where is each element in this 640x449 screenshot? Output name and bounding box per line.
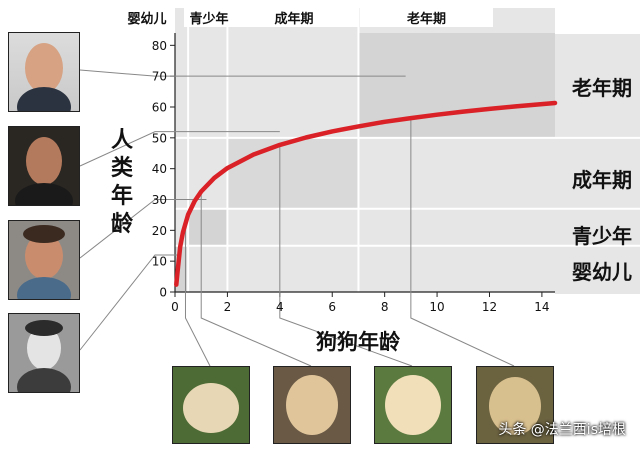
human-leader-line — [79, 254, 178, 351]
human-photo-teen — [8, 220, 80, 300]
dog-photo-young — [273, 366, 351, 444]
right-stage-label: 婴幼儿 — [572, 260, 632, 284]
y-tick-label: 0 — [159, 286, 167, 300]
dog-leader-line — [184, 223, 211, 367]
dog-leader-line — [279, 144, 413, 367]
stage-band — [227, 137, 359, 209]
x-tick-label: 12 — [482, 300, 497, 314]
human-leader-line — [79, 199, 207, 259]
top-stage-label: 成年期 — [274, 11, 313, 27]
top-stage-label: 婴幼儿 — [127, 11, 166, 27]
dog-photo-adult — [374, 366, 452, 444]
dog-leader-line — [410, 118, 515, 367]
human-photo-child — [8, 313, 80, 393]
x-axis-label: 狗狗年龄 — [316, 330, 401, 354]
x-tick-label: 10 — [429, 300, 444, 314]
x-tick-label: 2 — [224, 300, 232, 314]
y-tick-label: 60 — [152, 101, 167, 115]
dog-photo-senior — [476, 366, 554, 444]
y-tick-label: 40 — [152, 162, 167, 176]
y-axis-label-char: 年 — [111, 183, 133, 209]
right-label-panel — [555, 34, 640, 294]
human-leader-line — [79, 69, 406, 77]
x-tick-label: 6 — [328, 300, 336, 314]
dog-leader-line — [200, 191, 312, 367]
top-stage-label: 老年期 — [406, 11, 446, 27]
right-stage-label: 成年期 — [572, 168, 632, 192]
y-tick-label: 70 — [152, 70, 167, 84]
stage-band — [188, 208, 228, 246]
human-photo-senior — [8, 32, 80, 112]
y-axis-label-char: 类 — [111, 156, 134, 181]
top-stage-box — [184, 8, 234, 27]
right-stage-label: 老年期 — [572, 76, 632, 100]
top-stage-box — [230, 8, 358, 27]
x-tick-label: 8 — [381, 300, 389, 314]
watermark: 头条 @法兰西is培根 — [498, 422, 626, 438]
x-tick-label: 0 — [171, 300, 179, 314]
top-stage-box — [360, 8, 493, 27]
top-stage-box — [122, 8, 172, 27]
human-leader-line — [79, 131, 280, 167]
y-axis-label-char: 龄 — [111, 211, 134, 237]
y-tick-label: 20 — [152, 224, 167, 238]
x-tick-label: 4 — [276, 300, 284, 314]
y-tick-label: 80 — [152, 39, 167, 53]
y-tick-label: 50 — [152, 131, 167, 145]
human-photo-adult — [8, 126, 80, 206]
right-stage-label: 青少年 — [572, 224, 632, 248]
y-tick-label: 30 — [152, 193, 167, 207]
top-stage-label: 青少年 — [189, 11, 228, 27]
x-tick-label: 14 — [534, 300, 549, 314]
y-tick-label: 10 — [152, 255, 167, 269]
dog-photo-puppy — [172, 366, 250, 444]
age-curve — [174, 100, 558, 287]
y-axis-label-char: 人 — [111, 128, 133, 153]
